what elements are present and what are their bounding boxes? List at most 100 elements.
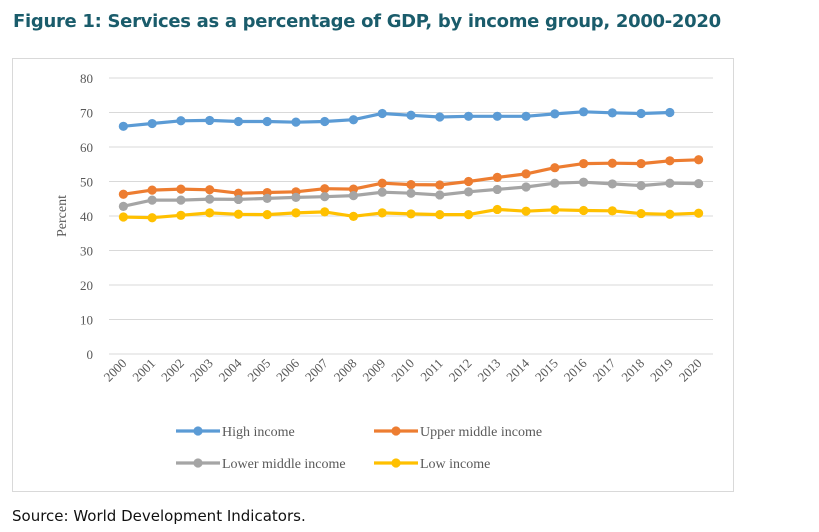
data-point [550, 205, 560, 215]
data-point [406, 180, 416, 190]
x-tick-label: 2005 [244, 356, 273, 385]
data-point [636, 181, 646, 191]
data-point [665, 107, 675, 118]
data-point [607, 179, 617, 189]
y-tick-label: 30 [80, 244, 93, 259]
y-tick-label: 70 [80, 106, 93, 121]
data-point [262, 193, 272, 204]
data-point [665, 156, 675, 166]
data-point [492, 184, 502, 195]
data-point [348, 115, 359, 125]
data-point [636, 208, 646, 219]
data-point [377, 108, 387, 119]
y-tick-label: 60 [80, 140, 93, 155]
x-tick-label: 2019 [647, 356, 676, 385]
x-tick-label: 2006 [273, 355, 302, 384]
x-tick-label: 2009 [359, 356, 388, 385]
data-point [694, 208, 704, 218]
data-point [233, 194, 244, 205]
x-tick-label: 2000 [101, 356, 130, 385]
data-point [435, 190, 445, 200]
data-point [435, 112, 445, 122]
data-point [492, 172, 502, 182]
x-tick-label: 2002 [158, 356, 187, 385]
x-tick-label: 2010 [388, 356, 417, 385]
data-point [118, 189, 128, 199]
x-tick-label: 2001 [129, 356, 158, 385]
data-point [578, 107, 589, 117]
data-point [205, 208, 215, 218]
data-point [118, 121, 128, 131]
data-point [607, 158, 617, 168]
data-point [262, 116, 272, 127]
data-point [578, 177, 589, 187]
data-point [320, 207, 330, 217]
y-tick-label: 20 [80, 278, 93, 293]
data-point [435, 180, 445, 190]
data-point [550, 109, 560, 119]
data-point [636, 158, 646, 169]
data-point [291, 208, 301, 218]
legend-marker [391, 458, 401, 468]
legend-label: High income [222, 425, 295, 440]
legend-marker [391, 426, 401, 436]
data-point [406, 188, 416, 198]
y-tick-label: 10 [80, 313, 93, 328]
data-point [348, 184, 359, 194]
data-point [694, 178, 704, 189]
data-point [492, 111, 502, 121]
data-point [377, 208, 387, 218]
data-point [550, 163, 560, 173]
data-point [521, 182, 531, 192]
x-tick-label: 2003 [187, 356, 216, 385]
data-point [320, 116, 330, 127]
y-tick-label: 40 [80, 209, 93, 224]
x-tick-label: 2014 [503, 355, 532, 384]
y-tick-label: 80 [80, 71, 93, 86]
line-chart: 0 10 20 30 40 50 60 70 80 Percent 2000 2001 2002 2003… [55, 71, 713, 472]
y-tick-label: 0 [87, 347, 94, 362]
data-point [291, 192, 301, 202]
data-point [176, 195, 186, 205]
data-point [607, 206, 617, 216]
y-tick-label: 50 [80, 175, 93, 190]
x-tick-label: 2012 [446, 356, 475, 385]
data-point [205, 194, 215, 204]
data-point [118, 212, 128, 222]
x-tick-label: 2016 [561, 355, 590, 384]
data-point [521, 111, 531, 121]
x-tick-label: 2013 [474, 356, 503, 385]
data-point [406, 110, 416, 120]
data-point [147, 213, 157, 223]
legend-label: Low income [420, 457, 490, 472]
data-point [463, 187, 474, 197]
x-tick-label: 2011 [417, 356, 446, 385]
x-tick-label: 2018 [618, 356, 647, 385]
figure-title: Figure 1: Services as a percentage of GD… [13, 11, 721, 32]
series-line-0 [121, 110, 672, 128]
data-point [176, 184, 186, 194]
data-point [607, 108, 617, 118]
x-tick-label: 2007 [302, 355, 331, 384]
y-axis-label: Percent [55, 195, 70, 237]
data-point [348, 211, 359, 221]
data-point [147, 118, 157, 129]
data-point [665, 178, 675, 188]
source-note: Source: World Development Indicators. [12, 507, 306, 525]
data-point [377, 178, 387, 188]
x-tick-label: 2015 [532, 356, 561, 385]
legend-marker [193, 426, 203, 436]
data-point [320, 184, 330, 194]
legend-label: Lower middle income [222, 457, 346, 472]
data-point [636, 108, 646, 119]
data-point [463, 176, 474, 187]
legend-marker [193, 458, 203, 468]
data-point [521, 169, 531, 179]
data-point [291, 117, 301, 127]
data-point [406, 209, 416, 219]
data-point [521, 206, 531, 216]
data-point [205, 185, 215, 195]
data-point [147, 195, 157, 205]
data-point [205, 115, 215, 126]
data-point [233, 209, 244, 219]
